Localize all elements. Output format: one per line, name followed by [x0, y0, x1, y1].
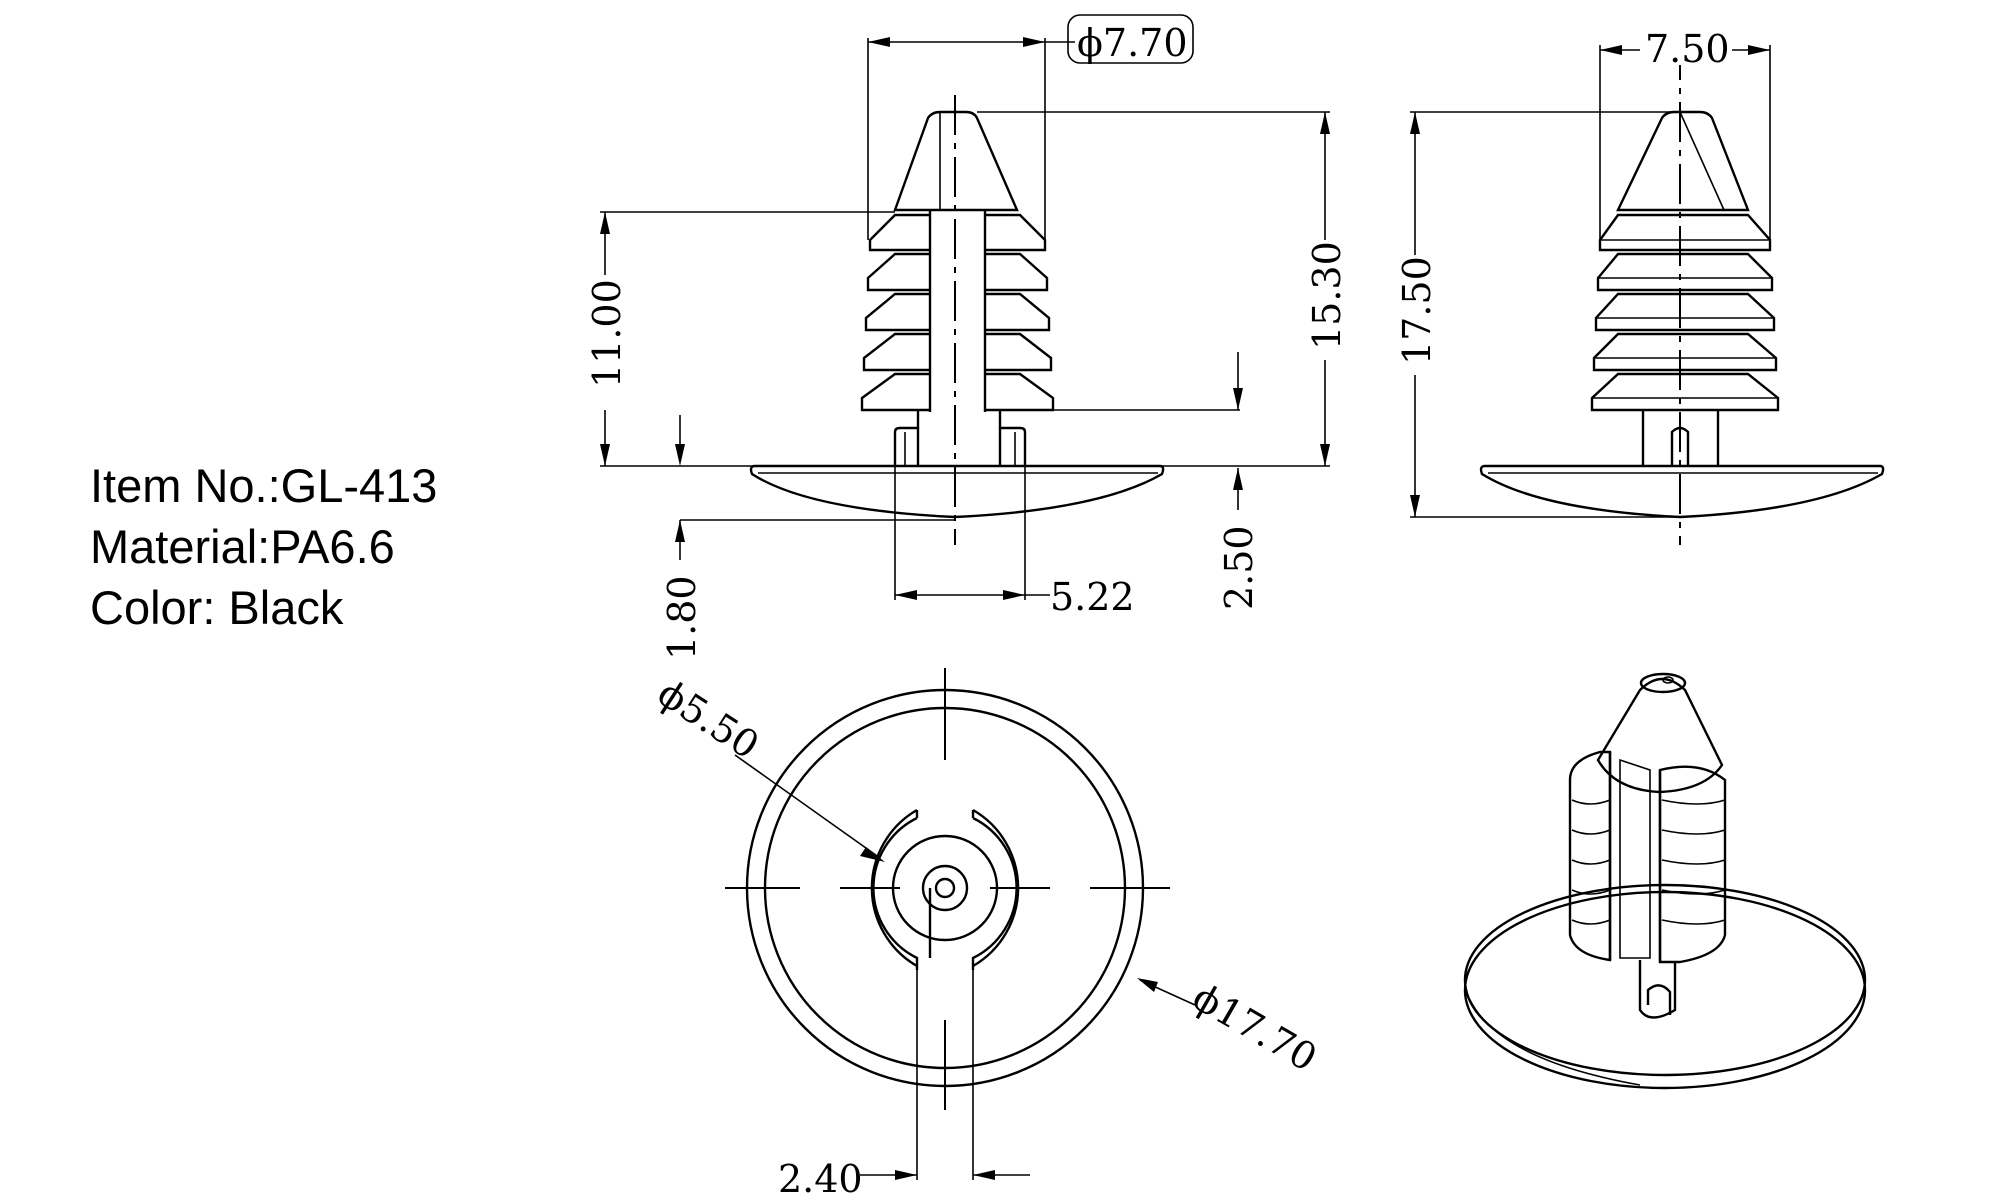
side-dimensions: 7.50 17.50 — [1395, 25, 1771, 518]
inner-ring — [891, 834, 999, 942]
dim-d-1770: ϕ17.70 — [1186, 975, 1325, 1080]
iso-fins — [1568, 750, 1727, 1019]
dim-w-side: 7.50 — [1645, 27, 1730, 71]
dim-h-11: 11.00 — [585, 279, 629, 388]
material-label: Material:PA6.6 — [90, 520, 395, 573]
dim-box-d-top — [1067, 14, 1194, 64]
dim-d-top: ϕ7.70 — [1077, 21, 1188, 65]
side-head — [1479, 464, 1885, 519]
dim-w-240: 2.40 — [778, 1157, 863, 1200]
color-label: Color: Black — [90, 581, 344, 634]
item-number: Item No.:GL-413 — [90, 459, 438, 512]
front-view — [749, 95, 1165, 545]
dim-h-250: 2.50 — [1217, 525, 1261, 610]
iso-cone — [1596, 677, 1724, 794]
dim-h-180: 1.80 — [660, 575, 704, 660]
side-view — [1479, 40, 1885, 545]
side-cone — [1616, 110, 1750, 212]
front-cone — [893, 110, 1019, 212]
dim-h-1750: 17.50 — [1395, 256, 1439, 365]
bottom-view — [725, 668, 1170, 1110]
side-fins — [1590, 213, 1780, 412]
front-dimensions: ϕ7.70 11.00 1.80 15.30 — [585, 14, 1349, 660]
front-fins — [860, 213, 1055, 412]
dim-d-550: ϕ5.50 — [650, 671, 767, 768]
outer-flange — [745, 688, 1145, 1088]
dim-h-1530: 15.30 — [1305, 241, 1349, 350]
isometric-view — [1463, 672, 1867, 1090]
dim-w-522: 5.22 — [1050, 575, 1135, 619]
front-head — [749, 464, 1165, 519]
